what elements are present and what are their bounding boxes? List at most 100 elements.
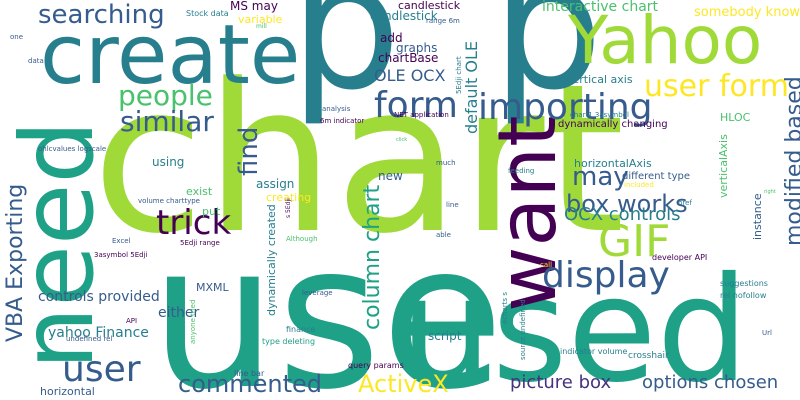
word-call: call (540, 261, 553, 269)
word-new: new (378, 169, 403, 183)
word-anyone-tried: anyone tried (189, 299, 197, 344)
word-echarts-s: echarts s (501, 291, 509, 324)
word-horizontalaxis: horizontalAxis (574, 157, 652, 170)
word-default-ole: default OLE (462, 41, 481, 134)
word-yahoo: Yahoo (568, 2, 763, 79)
word-column-chart: column chart (360, 184, 385, 330)
word-leverage: leverage (302, 289, 333, 297)
word-mill: mill (256, 23, 267, 30)
word-horizontal: horizontal (40, 385, 95, 398)
word-much: much (436, 159, 456, 167)
word-dynamically-changing: dynamically changing (558, 119, 668, 130)
word-searching: searching (38, 0, 165, 30)
word-either: either (158, 305, 200, 321)
word-user-form: user form (644, 69, 789, 104)
word-6m-indicator: 6m indicator (320, 117, 365, 125)
word-assign: assign (256, 177, 295, 191)
word-net-application: NET application (394, 111, 449, 119)
word-p-left: p (290, 0, 402, 129)
word-modified-based: modified based (782, 76, 800, 246)
word-line: line (446, 201, 459, 209)
word-range-6m: range 6m (426, 17, 460, 25)
word-verticalaxis: verticalAxis (717, 134, 730, 198)
word-use: use (150, 201, 505, 400)
word-script: script (428, 329, 462, 343)
word-vertical-axis: vertical axis (566, 73, 633, 86)
word-importing: importing (478, 87, 653, 128)
word-stock-data: Stock data (186, 9, 229, 18)
word-form: form (374, 85, 458, 126)
word-user: user (62, 349, 141, 390)
word-used: used (400, 246, 749, 400)
word-although: Although (286, 235, 318, 243)
word-finance: finance (286, 325, 316, 334)
word-ole-ocx: OLE OCX (374, 66, 446, 85)
word-5edji-chart: 5Edji chart (455, 56, 463, 94)
word-undefined-rel: undefined rel (66, 335, 113, 343)
word-included: included (624, 181, 654, 189)
word-analysis: analysis (322, 105, 351, 113)
word-different-type: different type (622, 171, 690, 182)
word-trick: trick (156, 203, 232, 243)
word-using: using (152, 155, 185, 169)
word-controls-provided: controls provided (38, 289, 160, 305)
word-instance: instance (751, 193, 764, 240)
word-able: able (436, 231, 451, 239)
word-click: click (396, 137, 408, 143)
word-right: right (764, 189, 776, 195)
word-href: href (678, 199, 692, 207)
word-3asymbol-5edji: 3asymbol 5Edji (94, 251, 148, 259)
word-creating: creating (266, 191, 312, 204)
word-add: add (380, 31, 403, 45)
word-variable: variable (238, 13, 283, 26)
word-query-params: query params (348, 361, 404, 370)
word-activex: ActiveX (358, 370, 449, 398)
word-type-deleting: type deleting (262, 337, 316, 346)
word-find: find (234, 126, 264, 176)
word-ohlcvalues-logscale: ohlcvalues logscale (38, 145, 107, 153)
word-crosshair: crosshair (628, 351, 669, 361)
word-volume-charttype: volume charttype (138, 197, 200, 205)
word-api: API (126, 317, 138, 325)
word-source-undefined: source undefined (519, 299, 527, 360)
word-suggestions: suggestions (720, 279, 768, 288)
word-gif: GIF (598, 216, 671, 267)
word-rel-nofollow: rel nofollow (720, 291, 767, 300)
word-chart1-3asymbol: chart1 3asymbol (570, 111, 629, 119)
word-hloc: HLOC (720, 111, 751, 124)
word-picture-box: picture box (510, 372, 612, 393)
word-commented: commented (178, 370, 323, 398)
word-s-5edji: s 5Edji (285, 198, 292, 218)
word-create: create (40, 8, 301, 103)
word-display: display (542, 255, 670, 296)
word-developer-api: developer API (652, 253, 708, 262)
word-p-right: p (492, 0, 604, 129)
word-candlestick: candlestick (398, 0, 461, 12)
word-somebody-know: somebody know (694, 5, 800, 20)
word-may: may (572, 162, 629, 192)
word-chart: chart (92, 41, 625, 279)
word-options-chosen: options chosen (642, 372, 779, 393)
word-chartbase: chartBase (378, 51, 439, 65)
word-put: put (202, 205, 221, 218)
word-excel: Excel (112, 237, 131, 245)
word-box-works: box works (566, 190, 688, 218)
word-mxml: MXML (196, 281, 229, 294)
word-exist: exist (186, 185, 213, 198)
word-ocx-controls: OCX controls (564, 204, 681, 225)
word-5edji-range: 5Edji range (180, 239, 220, 247)
word-yahoo-finance: yahoo Finance (48, 325, 149, 341)
word-dynamically-created: dynamically created (265, 204, 278, 316)
word-indicator-volume: indicator volume (560, 347, 628, 356)
word-one: one (10, 33, 24, 41)
word-interactive-chart: interactive chart (542, 0, 659, 15)
word-candlestick-2: candlestick (370, 9, 438, 23)
word-feeding: feeding (508, 167, 535, 175)
word-url: Url (762, 329, 772, 337)
word-line-bar: line bar (234, 369, 265, 378)
word-similar: similar (120, 105, 214, 138)
word-ms-may: MS may (230, 0, 278, 13)
word-data: data (28, 57, 44, 65)
word-graphs: graphs (396, 41, 438, 55)
